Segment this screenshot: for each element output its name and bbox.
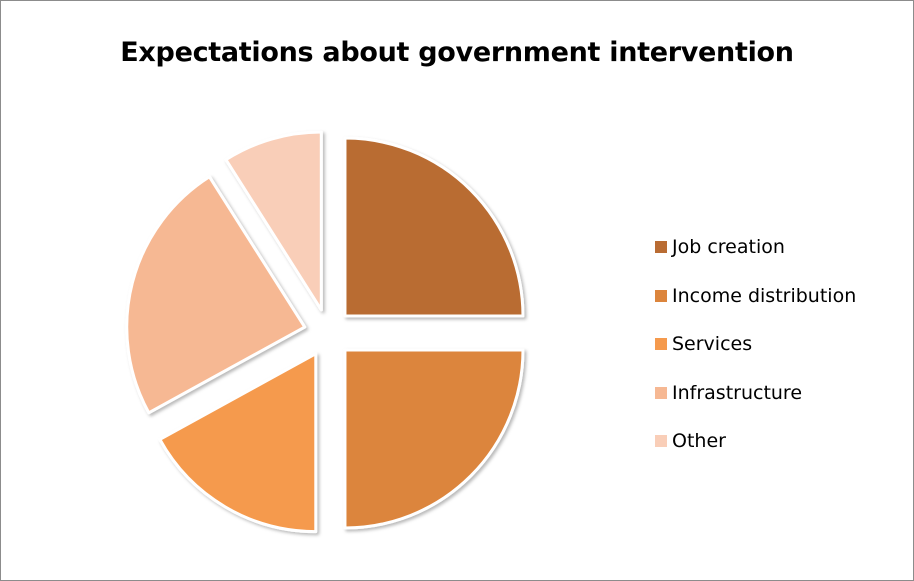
legend-item: Other bbox=[655, 417, 856, 466]
legend-item: Income distribution bbox=[655, 272, 856, 321]
legend-item: Services bbox=[655, 320, 856, 369]
legend-label: Job creation bbox=[672, 236, 785, 259]
legend: Job creation Income distribution Services I… bbox=[655, 223, 856, 466]
chart-title: Expectations about government interventi… bbox=[120, 37, 794, 68]
pie-slice-services bbox=[158, 352, 318, 534]
legend-swatch bbox=[655, 386, 667, 399]
legend-label: Income distribution bbox=[672, 284, 857, 307]
legend-label: Services bbox=[672, 333, 753, 356]
pie-slices bbox=[125, 130, 525, 534]
legend-label: Infrastructure bbox=[672, 381, 803, 404]
pie-slice-job-creation bbox=[343, 136, 525, 318]
legend-swatch bbox=[655, 289, 667, 302]
pie-slice-infrastructure bbox=[125, 175, 307, 415]
legend-swatch bbox=[655, 338, 667, 351]
legend-item: Infrastructure bbox=[655, 369, 856, 418]
pie-slice-income-distribution bbox=[343, 348, 525, 530]
legend-swatch bbox=[655, 241, 667, 254]
legend-item: Job creation bbox=[655, 223, 856, 272]
legend-label: Other bbox=[672, 430, 726, 453]
legend-swatch bbox=[655, 435, 667, 448]
pie-slice-other bbox=[224, 130, 323, 312]
